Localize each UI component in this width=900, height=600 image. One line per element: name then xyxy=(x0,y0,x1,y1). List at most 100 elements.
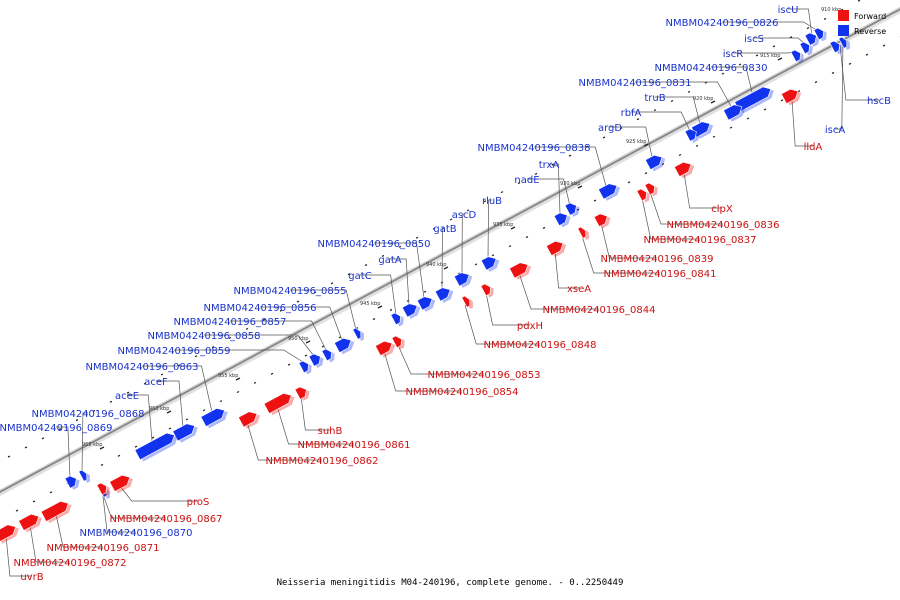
gene-nmbm04240196-0867-body xyxy=(96,482,107,496)
gene-nmbm04240196-0863 xyxy=(200,407,228,429)
label-iscr: iscR xyxy=(723,49,743,60)
gene-nmbm04240196-0861 xyxy=(263,393,295,416)
gene-nmbm04240196-0856-body xyxy=(333,337,352,354)
leader-xsea xyxy=(554,250,579,289)
label-nmbm04240196-0872: NMBM04240196_0872 xyxy=(14,558,127,569)
tick-dot xyxy=(797,90,801,93)
gene-nmbm04240196-0869-body xyxy=(64,475,77,489)
tick-dot xyxy=(474,263,478,266)
gene-gatc-body xyxy=(390,312,401,326)
gene-nmbm04240196-0859-body xyxy=(298,360,309,374)
gene-nmbm04240196-0869 xyxy=(64,475,80,490)
label-nmbm04240196-0836: NMBM04240196_0836 xyxy=(667,220,780,231)
label-xsea: xseA xyxy=(567,284,591,295)
label-nmbm04240196-0855: NMBM04240196_0855 xyxy=(234,286,347,297)
leader-rbfa xyxy=(631,111,691,132)
leader-nmbm04240196-0856 xyxy=(260,306,343,341)
tick-mark xyxy=(305,340,311,344)
tick-dot xyxy=(117,454,121,457)
leader-pdxh xyxy=(485,292,530,326)
leader-nmbm04240196-0857 xyxy=(230,320,327,351)
leader-pros xyxy=(119,485,198,502)
label-acee: aceE xyxy=(115,391,139,402)
gene-iscs-body xyxy=(799,41,810,55)
gene-xsea-body xyxy=(545,240,564,257)
label-nmbm04240196-0869: NMBM04240196_0869 xyxy=(0,423,112,434)
gene-nmbm04240196-0857-body xyxy=(321,348,332,362)
tick-dot xyxy=(466,209,470,212)
tick-dot xyxy=(738,63,742,66)
gene-nmbm04240196-0848-body xyxy=(461,295,471,308)
gene-nmbm04240196-0862-body xyxy=(238,411,258,428)
gene-clpx xyxy=(673,161,695,179)
leader-nmbm04240196-0839 xyxy=(600,222,657,259)
label-llda: lldA xyxy=(804,142,823,153)
label-nmbm04240196-0844: NMBM04240196_0844 xyxy=(543,305,656,316)
tick-mark xyxy=(166,410,172,414)
tick-dot xyxy=(415,236,419,239)
tick-dot xyxy=(755,54,759,57)
tick-mark xyxy=(377,305,383,309)
gene-nmbm04240196-0855 xyxy=(352,327,365,341)
gene-nade-body xyxy=(564,202,577,216)
gene-nmbm04240196-0826-body xyxy=(813,27,824,41)
leader-nmbm04240196-0871 xyxy=(55,513,103,548)
tick-label-960-kbp: 960 kbp xyxy=(149,406,169,412)
leader-nmbm04240196-0868 xyxy=(81,412,88,473)
tick-dot xyxy=(576,208,580,211)
label-hscb: hscB xyxy=(867,96,891,107)
gene-gatb-body xyxy=(434,287,451,302)
tick-dot xyxy=(746,117,750,120)
leader-nmbm04240196-0838 xyxy=(534,146,607,187)
gene-nmbm04240196-0837-body xyxy=(636,188,647,202)
label-iscs: iscS xyxy=(744,34,764,45)
tick-label-945-kbp: 945 kbp xyxy=(360,301,380,307)
gene-pdxh-body xyxy=(480,283,491,297)
gene-nmbm04240196-0858 xyxy=(308,353,324,368)
gene-trxa-body xyxy=(553,212,568,227)
tick-dot xyxy=(330,282,334,285)
label-nmbm04240196-0871: NMBM04240196_0871 xyxy=(47,543,160,554)
tick-dot xyxy=(109,400,113,403)
gene-nmbm04240196-0859 xyxy=(298,360,312,375)
label-nmbm04240196-0870: NMBM04240196_0870 xyxy=(80,528,193,539)
leader-hscb xyxy=(839,44,879,101)
tick-dot xyxy=(831,71,835,74)
tick-dot xyxy=(551,163,555,166)
label-nmbm04240196-0861: NMBM04240196_0861 xyxy=(298,440,411,451)
tick-dot xyxy=(449,218,453,221)
label-nmbm04240196-0831: NMBM04240196_0831 xyxy=(579,78,692,89)
gene-nmbm04240196-0831 xyxy=(723,104,746,122)
label-nmbm04240196-0862: NMBM04240196_0862 xyxy=(266,456,379,467)
leader-nmbm04240196-0837 xyxy=(641,197,700,240)
gene-suhb xyxy=(294,386,310,401)
leader-rlub xyxy=(487,199,492,259)
tick-mark xyxy=(99,446,105,450)
gene-nmbm04240196-0855-body xyxy=(352,327,362,340)
tick-dot xyxy=(7,455,11,458)
leader-iscu xyxy=(788,8,813,37)
leader-nmbm04240196-0861 xyxy=(276,405,354,445)
tick-dot xyxy=(364,264,368,267)
tick-dot xyxy=(627,181,631,184)
tick-mark xyxy=(710,100,716,104)
leader-isca xyxy=(835,39,844,130)
tick-dot xyxy=(245,327,249,330)
tick-dot xyxy=(806,27,810,30)
label-clpx: clpX xyxy=(711,204,733,215)
leader-nmbm04240196-0826 xyxy=(722,21,819,32)
leader-nmbm04240196-0862 xyxy=(246,421,322,461)
gene-nmbm04240196-0831-body xyxy=(723,104,743,121)
tick-mark xyxy=(577,185,583,189)
tick-dot xyxy=(508,245,512,248)
gene-acee xyxy=(134,432,178,462)
tick-label-920-kbp: 920 kbp xyxy=(693,96,713,102)
tick-dot xyxy=(75,419,79,422)
gene-nmbm04240196-0858-body xyxy=(308,353,321,367)
tick-dot xyxy=(789,36,793,39)
gene-nmbm04240196-0854-body xyxy=(374,340,393,357)
genome-caption: Neisseria meningitidis M04-240196, compl… xyxy=(276,578,624,588)
tick-dot xyxy=(347,273,351,276)
tick-dot xyxy=(729,126,733,129)
